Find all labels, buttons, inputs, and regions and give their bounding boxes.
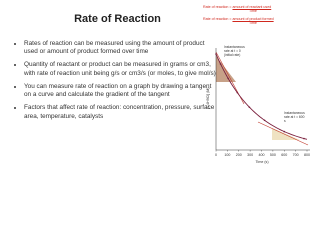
- bullet: You can measure rate of reaction on a gr…: [24, 83, 216, 100]
- x-tick-label: 400: [259, 153, 265, 157]
- curve-point: [263, 119, 266, 122]
- x-tick-label: 600: [281, 153, 287, 157]
- bullet: Rates of reaction can be measured using …: [24, 40, 216, 57]
- slide: Rate of Reaction Rate of reaction = amou…: [0, 0, 320, 180]
- bullet: Factors that affect rate of reaction: co…: [24, 104, 216, 121]
- tangent-line: [257, 121, 309, 146]
- annotation: Instantaneous rate at t = 0 (initial rat…: [224, 45, 245, 57]
- curve-point: [215, 53, 217, 55]
- curve-point: [236, 91, 239, 94]
- formula-label: Rate of reaction =: [203, 17, 233, 21]
- tangent-triangle: [216, 56, 236, 82]
- formula-numerator: amount of reactant used: [232, 5, 272, 9]
- bullet: Quantity of reactant or product can be m…: [24, 61, 216, 78]
- slide-title: Rate of Reaction: [74, 13, 161, 25]
- graph: [C4H9Cl] (M) Time (s) 0 100 200 300 400 500 60…: [206, 48, 310, 164]
- x-tick-label: 300: [247, 153, 253, 157]
- annotation: Instantaneous rate at t = 600 s: [284, 111, 305, 123]
- formula-denominator: Time: [249, 21, 257, 26]
- formula-label: Rate of reaction =: [203, 5, 233, 9]
- curve-point: [219, 63, 222, 65]
- formula-denominator: Time: [249, 9, 257, 14]
- x-tick-label: 500: [270, 153, 276, 157]
- curve: [215, 53, 308, 140]
- x-tick-label: 0: [215, 153, 217, 157]
- formula-numerator: amount of product formed: [232, 17, 274, 21]
- bullet-list: Rates of reaction can be measured using …: [14, 40, 216, 126]
- formula: Rate of reaction = amount of reactant us…: [203, 5, 271, 13]
- x-axis-label: Time (s): [255, 160, 268, 164]
- tangent-triangle: [272, 128, 300, 140]
- x-tick-label: 800: [304, 153, 310, 157]
- y-axis-label: [C4H9Cl] (M): [206, 88, 210, 109]
- x-tick-label: 100: [224, 153, 230, 157]
- curve-point: [227, 77, 229, 80]
- curve-point: [248, 106, 251, 108]
- formula: Rate of reaction = amount of product for…: [203, 17, 274, 25]
- x-tick-label: 200: [236, 153, 242, 157]
- curve-point: [303, 137, 305, 140]
- x-tick-label: 700: [293, 153, 299, 157]
- curve-point: [283, 130, 286, 133]
